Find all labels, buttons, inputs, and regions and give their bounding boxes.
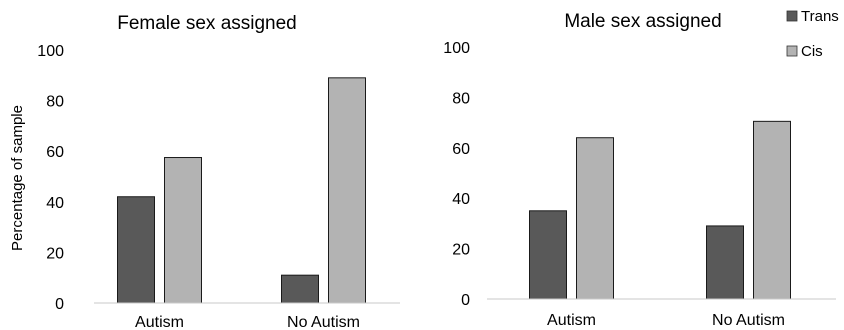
x-category-label: No Autism — [287, 314, 360, 330]
y-tick-label: 20 — [452, 242, 470, 259]
chart-title-female: Female sex assigned — [117, 13, 297, 34]
y-tick-label: 0 — [55, 296, 64, 313]
x-axis-categories-female: Autism No Autism — [135, 314, 360, 330]
y-tick-label: 80 — [46, 94, 64, 111]
panel-male: Male sex assigned 0 20 40 60 80 100 Autism No … — [443, 8, 839, 329]
y-tick-label: 20 — [46, 245, 64, 262]
bar-female-trans-autism — [117, 196, 155, 304]
y-tick-label: 100 — [37, 43, 64, 60]
bar-female-trans-no-autism — [281, 274, 319, 304]
chart-title-male: Male sex assigned — [564, 11, 721, 32]
y-axis-ticks-male: 0 20 40 60 80 100 — [443, 40, 470, 309]
x-category-label: No Autism — [712, 312, 785, 329]
x-category-label: Autism — [135, 314, 184, 330]
legend-label-trans: Trans — [801, 8, 839, 25]
legend-swatch-trans — [786, 10, 798, 22]
y-tick-label: 0 — [461, 292, 470, 309]
y-tick-label: 60 — [452, 141, 470, 158]
panel-female: Female sex assigned Percentage of sample… — [9, 13, 400, 330]
bar-female-cis-no-autism — [328, 77, 366, 304]
bar-female-cis-autism — [164, 157, 202, 304]
y-tick-label: 40 — [46, 195, 64, 212]
bar-male-cis-autism — [576, 137, 614, 300]
y-tick-label: 100 — [443, 40, 470, 57]
legend-label-cis: Cis — [801, 43, 823, 60]
x-category-label: Autism — [547, 312, 596, 329]
y-tick-label: 40 — [452, 191, 470, 208]
bar-male-trans-no-autism — [706, 225, 744, 300]
bar-male-cis-no-autism — [753, 120, 791, 300]
bars-female — [117, 77, 366, 304]
bar-male-trans-autism — [529, 210, 567, 300]
x-axis-categories-male: Autism No Autism — [547, 312, 785, 329]
bars-male — [529, 120, 791, 300]
y-tick-label: 80 — [452, 90, 470, 107]
legend-swatch-cis — [786, 45, 798, 57]
legend: Trans Cis — [786, 8, 839, 60]
y-axis-ticks-female: 0 20 40 60 80 100 — [37, 43, 64, 313]
y-tick-label: 60 — [46, 144, 64, 161]
y-axis-label-female: Percentage of sample — [9, 105, 26, 251]
